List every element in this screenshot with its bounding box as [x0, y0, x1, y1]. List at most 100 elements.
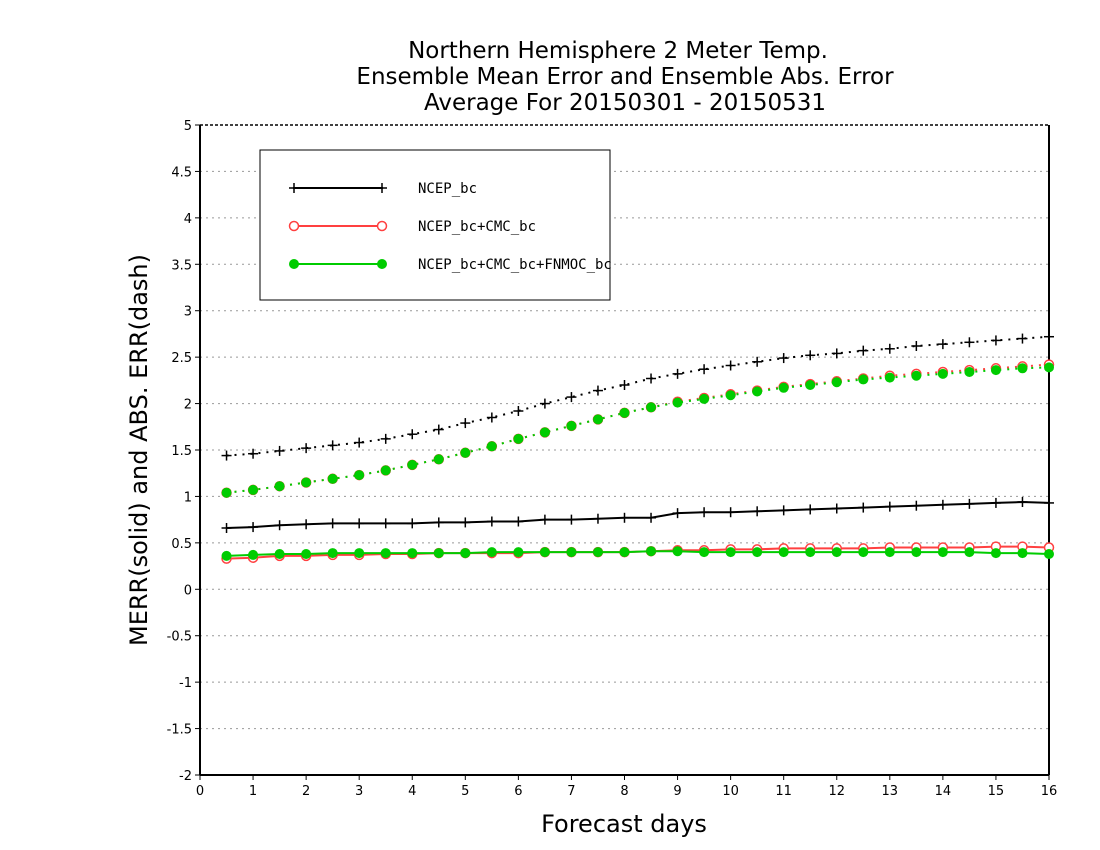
series-2-merr-point-9: [460, 548, 471, 559]
chart-title-line-3: Average For 20150301 - 20150531: [424, 90, 826, 116]
series-0-merr-point-17: [672, 508, 683, 519]
series-0-abs_err-point-9: [460, 418, 471, 429]
series-0-abs_err-point-17: [672, 368, 683, 379]
series-2-merr-point-6: [380, 548, 391, 559]
series-2-merr-point-4: [327, 548, 338, 559]
series-2-merr-point-24: [858, 547, 869, 558]
series-2-merr-point-1: [248, 549, 259, 560]
y-tick-label-9: 2.5: [171, 351, 192, 366]
series-0-abs_err-point-23: [831, 348, 842, 359]
series-2-abs_err-point-14: [592, 414, 603, 425]
x-tick-label-6: 6: [514, 784, 522, 799]
series-0-merr-point-3: [301, 519, 312, 530]
series-2-merr-point-27: [937, 547, 948, 558]
series-0-merr-point-13: [566, 514, 577, 525]
series-2-merr-point-8: [433, 548, 444, 559]
legend-marker-start-0: [289, 183, 299, 193]
series-0-abs_err-point-4: [327, 440, 338, 451]
series-2-merr-point-11: [513, 547, 524, 558]
series-0-merr-point-15: [619, 512, 630, 523]
x-tick-label-12: 12: [828, 784, 845, 799]
series-0-abs_err-point-20: [752, 356, 763, 367]
y-tick-label-13: 4.5: [171, 165, 192, 180]
series-2-merr-point-22: [805, 547, 816, 558]
series-1-abs_err-line: [226, 363, 1050, 494]
series-0-merr-point-4: [327, 518, 338, 529]
series-2-merr-point-5: [354, 548, 365, 559]
y-axis-title: MERR(solid) and ABS. ERR(dash): [125, 254, 153, 646]
legend: NCEP_bc NCEP_bc+CMC_bc NCEP_bc+CMC_bc+FNMO…: [259, 149, 612, 301]
series-0-abs_err-point-26: [911, 341, 922, 351]
series-0-abs_err-point-5: [354, 437, 365, 448]
series-2-abs_err-point-15: [619, 407, 630, 418]
legend-label-0: NCEP_bc: [418, 181, 477, 197]
series-2-merr-point-2: [274, 549, 285, 559]
series-0-merr-point-23: [831, 503, 842, 514]
x-tick-label-13: 13: [882, 784, 899, 799]
series-2-abs_err-point-21: [778, 382, 789, 393]
series-0-merr-line: [226, 500, 1050, 529]
series-2-abs_err-point-7: [407, 459, 418, 470]
series-2-abs_err-point-10: [486, 441, 497, 452]
series-2-merr-point-26: [911, 547, 922, 558]
series-2-merr-point-14: [592, 547, 603, 558]
series-2-merr-point-28: [964, 547, 975, 558]
series-2-abs_err-point-2: [274, 481, 285, 492]
series-0-merr-point-10: [486, 516, 497, 527]
y-tick-label-1: -1.5: [167, 723, 192, 738]
series-0-merr-point-2: [274, 520, 285, 531]
series-0-abs_err-point-31: [1044, 331, 1054, 342]
series-0-merr-point-29: [990, 497, 1001, 508]
series-0-abs_err-point-6: [380, 433, 391, 444]
series-0-merr-point-7: [407, 518, 418, 529]
series-0-abs_err-point-29: [990, 335, 1001, 346]
x-tick-label-1: 1: [249, 784, 257, 799]
x-axis-title: Forecast days: [541, 810, 707, 838]
series-2-merr-point-21: [778, 547, 789, 558]
series-2-abs_err-point-19: [725, 390, 736, 401]
series-0-merr-point-12: [539, 514, 550, 525]
series-0-abs_err-point-21: [778, 353, 789, 364]
series-0-merr-point-27: [937, 499, 948, 510]
series-0-abs_err-point-7: [407, 429, 418, 440]
series-2-abs_err-point-4: [327, 473, 338, 484]
x-tick-label-4: 4: [408, 784, 416, 799]
series-2-merr-point-17: [672, 546, 683, 557]
x-tick-label-15: 15: [988, 784, 1005, 799]
series-0-abs_err-point-14: [592, 385, 603, 396]
series-2-merr-point-10: [486, 547, 497, 558]
series-2-merr-point-18: [699, 547, 710, 558]
series-2-abs_err-point-22: [805, 380, 816, 390]
series-0-merr-point-22: [805, 504, 816, 515]
series-0-abs_err-point-15: [619, 380, 630, 390]
series-0-merr-point-9: [460, 517, 471, 528]
series-2-merr-point-23: [831, 547, 842, 558]
series-0-merr-point-26: [911, 500, 922, 511]
series-2-abs_err-point-8: [433, 454, 444, 465]
series-0-merr-point-21: [778, 505, 789, 516]
y-tick-label-5: 0.5: [171, 537, 192, 552]
series-2-merr-point-12: [539, 547, 550, 558]
series-2-merr-point-13: [566, 547, 577, 558]
series-2-abs_err-point-18: [699, 393, 710, 404]
series-2-abs_err-point-13: [566, 420, 577, 431]
series-0-merr-point-6: [380, 518, 391, 529]
series-0-abs_err-point-8: [433, 424, 444, 435]
series-0-merr-point-28: [964, 498, 975, 509]
series-0-abs_err-point-28: [964, 337, 975, 348]
series-2-abs_err-point-11: [513, 433, 524, 444]
series-2-merr-point-25: [884, 547, 895, 558]
series-0-merr-point-14: [592, 513, 603, 524]
series-0-merr-point-1: [248, 522, 259, 533]
chart-title-line-2: Ensemble Mean Error and Ensemble Abs. Er…: [356, 64, 894, 90]
series-0-abs_err-point-2: [274, 445, 285, 456]
x-tick-label-16: 16: [1041, 784, 1058, 799]
series-0-merr-point-31: [1044, 497, 1054, 508]
y-tick-label-10: 3: [184, 305, 192, 320]
legend-marker-start-2: [289, 259, 299, 269]
series-2-merr-point-7: [407, 548, 418, 559]
legend-label-2: NCEP_bc+CMC_bc+FNMOC_bc: [418, 257, 612, 273]
legend-marker-end-2: [377, 259, 387, 269]
series-0-merr-point-5: [354, 518, 365, 529]
series-2-merr-point-16: [646, 546, 657, 557]
